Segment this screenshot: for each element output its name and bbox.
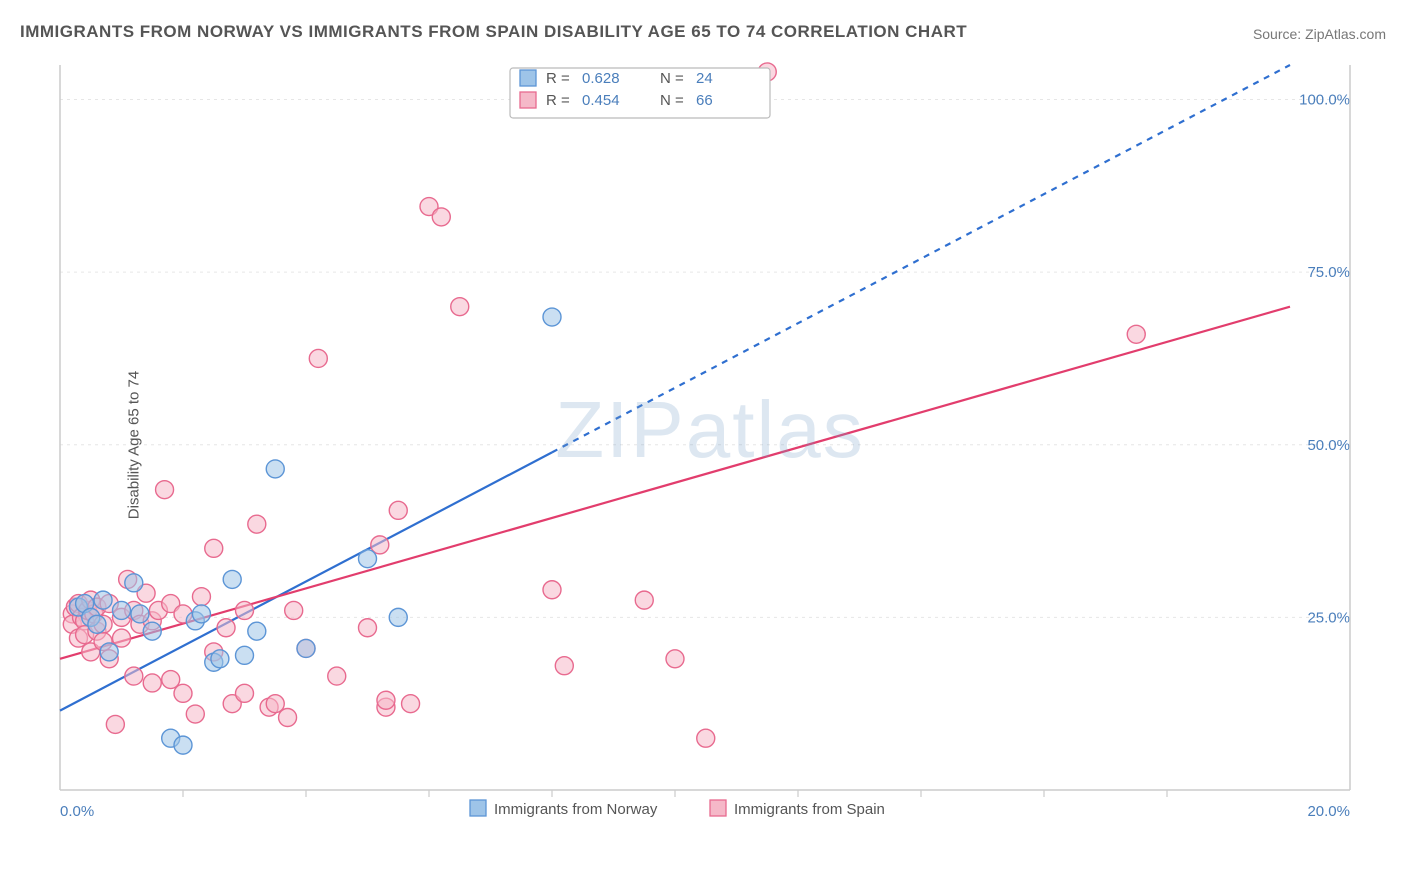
svg-text:24: 24 bbox=[696, 70, 713, 87]
svg-text:N =: N = bbox=[660, 70, 684, 87]
svg-text:20.0%: 20.0% bbox=[1307, 803, 1350, 820]
svg-text:0.628: 0.628 bbox=[582, 70, 620, 87]
svg-text:Immigrants from Norway: Immigrants from Norway bbox=[494, 801, 658, 818]
svg-text:N =: N = bbox=[660, 92, 684, 109]
svg-text:0.454: 0.454 bbox=[582, 92, 620, 109]
svg-text:R =: R = bbox=[546, 70, 570, 87]
source-attribution: Source: ZipAtlas.com bbox=[1253, 26, 1386, 42]
scatter-chart: Disability Age 65 to 74 ZIPatlas 25.0%50… bbox=[50, 60, 1370, 830]
svg-text:100.0%: 100.0% bbox=[1299, 92, 1350, 109]
chart-svg: 25.0% 50.0% 75.0% 100.0% 0.0% 20.0% R = 0.628 N … bbox=[50, 60, 1370, 830]
chart-title: IMMIGRANTS FROM NORWAY VS IMMIGRANTS FRO… bbox=[20, 22, 967, 42]
svg-text:75.0%: 75.0% bbox=[1307, 264, 1350, 281]
svg-text:Immigrants from Spain: Immigrants from Spain bbox=[734, 801, 885, 818]
y-axis-label: Disability Age 65 to 74 bbox=[126, 371, 143, 519]
svg-text:0.0%: 0.0% bbox=[60, 803, 94, 820]
svg-text:50.0%: 50.0% bbox=[1307, 437, 1350, 454]
svg-text:66: 66 bbox=[696, 92, 713, 109]
svg-text:R =: R = bbox=[546, 92, 570, 109]
svg-text:25.0%: 25.0% bbox=[1307, 609, 1350, 626]
